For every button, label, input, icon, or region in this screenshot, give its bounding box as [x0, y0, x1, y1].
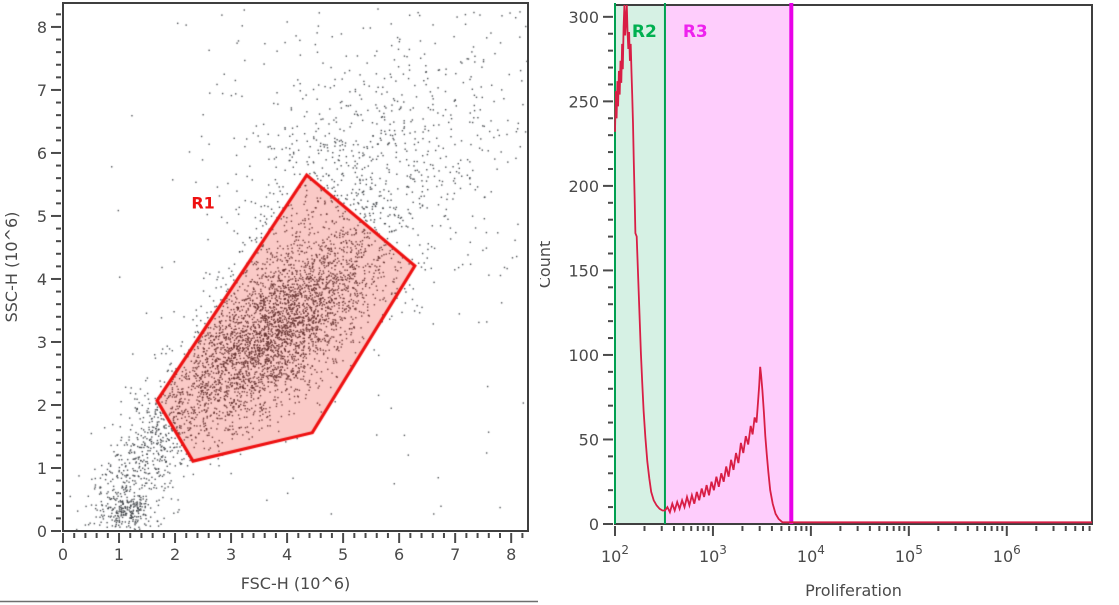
y-axis-label: Count [540, 241, 554, 289]
scatter-plot-fsc-ssc: FSC-H (10^6) 0 1 2 3 4 5 6 7 8 0 1 2 3 4 5 6 7 8 FSC-H (10… [0, 0, 540, 605]
y-tick-label: 0 [37, 522, 47, 541]
region-R3-label[interactable]: R3 [683, 22, 708, 42]
histogram-trace [614, 4, 1092, 524]
y-tick-label: 50 [579, 430, 599, 449]
x-tick-label: 4 [282, 545, 292, 564]
y-tick-label: 5 [37, 207, 47, 226]
x-tick-label: 3 [226, 545, 236, 564]
x-tick-label: 8 [506, 545, 516, 564]
y-axis-ticks [51, 13, 61, 532]
x-tick-label: 105 [895, 543, 923, 566]
y-tick-label: 250 [568, 92, 599, 111]
y-tick-label: 6 [37, 144, 47, 163]
x-tick-label: 104 [797, 543, 825, 566]
y-tick-label: 150 [568, 261, 599, 280]
y-tick-label: 200 [568, 177, 599, 196]
y-tick-label: 4 [37, 270, 47, 289]
y-tick-label: 8 [37, 18, 47, 37]
histogram-layer: 0 50 100 150 200 250 300 102 103 104 105 106 Prolife… [535, 3, 1093, 600]
x-tick-label: 103 [699, 543, 727, 566]
gate-r1-label[interactable]: R1 [191, 193, 214, 212]
x-tick-label: 0 [58, 545, 68, 564]
x-axis-tick-labels: 102 103 104 105 106 [601, 543, 1021, 566]
x-axis-ticks [62, 533, 524, 543]
x-tick-label: 6 [394, 545, 404, 564]
y-tick-label: 7 [37, 81, 47, 100]
y-tick-label: 100 [568, 346, 599, 365]
y-tick-label: 1 [37, 459, 47, 478]
y-axis-label: SSC-H (10^6) [2, 212, 21, 323]
x-tick-label: 2 [170, 545, 180, 564]
scatter-dot-layer[interactable] [0, 0, 540, 605]
y-axis-tick-labels: 0 1 2 3 4 5 6 7 8 [37, 18, 47, 541]
plot-border [62, 2, 529, 532]
y-tick-label: 300 [568, 8, 599, 27]
region-R2-label[interactable]: R2 [632, 22, 657, 42]
x-axis-tick-labels: 0 1 2 3 4 5 6 7 8 [58, 545, 516, 564]
x-tick-label: 102 [601, 543, 629, 566]
region-R3[interactable] [664, 5, 792, 524]
x-axis-label: FSC-H (10^6) [241, 574, 351, 593]
y-tick-label: 0 [589, 515, 599, 534]
scatter-axes-layer: 0 1 2 3 4 5 6 7 8 0 1 2 3 4 5 6 7 8 FSC-H (10^6) SSC-H (10^… [0, 2, 538, 603]
y-tick-label: 3 [37, 333, 47, 352]
x-tick-label: 7 [450, 545, 460, 564]
x-tick-label: 5 [338, 545, 348, 564]
histogram-plot-proliferation: Proliferation 05010015020025030010210310… [535, 0, 1119, 605]
x-axis-label: Proliferation [805, 581, 902, 600]
y-tick-label: 2 [37, 396, 47, 415]
x-tick-label: 106 [993, 543, 1021, 566]
region-R2[interactable] [615, 5, 665, 524]
y-axis-tick-labels: 0 50 100 150 200 250 300 [568, 8, 599, 534]
x-axis-ticks [614, 526, 1091, 536]
y-axis-ticks [603, 15, 613, 525]
x-tick-label: 1 [114, 545, 124, 564]
